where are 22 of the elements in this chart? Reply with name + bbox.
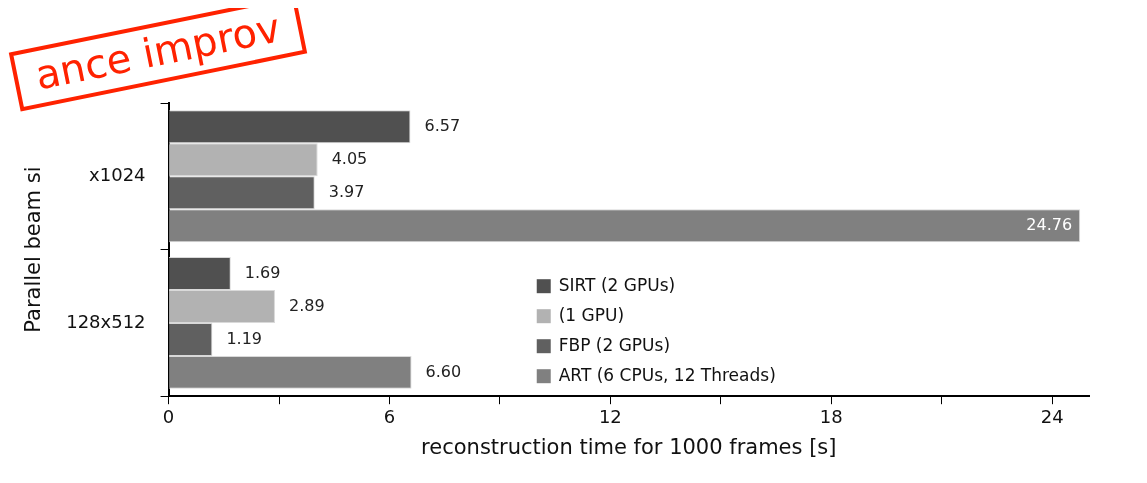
- x-tick-label: 12: [598, 405, 622, 427]
- data-label: 6.57: [424, 115, 461, 135]
- legend-label: FBP (2 GPUs): [558, 334, 671, 355]
- data-label: 2.89: [288, 295, 325, 315]
- legend-label: ART (6 CPUs, 12 Threads): [558, 364, 776, 385]
- data-label: 3.97: [328, 181, 365, 201]
- data-label: 6.60: [425, 361, 462, 381]
- text: ance improv: [31, 4, 284, 99]
- data-label: 1.69: [244, 262, 281, 282]
- x-tick-label: 24: [1040, 405, 1064, 427]
- y-tick-label: 128x512: [66, 310, 146, 332]
- legend-label: SIRT (2 GPUs): [558, 274, 676, 295]
- data-label: 24.76: [1026, 214, 1073, 234]
- legend-label: (1 GPU): [558, 304, 625, 325]
- x-tick-label: 18: [819, 405, 843, 427]
- x-tick-label: 6: [383, 405, 396, 427]
- x-axis-title: reconstruction time for 1000 frames [s]: [421, 434, 837, 459]
- data-label: 4.05: [331, 148, 368, 168]
- y-axis-title: Parallel beam si: [21, 166, 46, 333]
- y-tick-label: x1024: [89, 163, 146, 185]
- data-label: 1.19: [226, 328, 262, 348]
- x-tick-label: 0: [162, 405, 175, 427]
